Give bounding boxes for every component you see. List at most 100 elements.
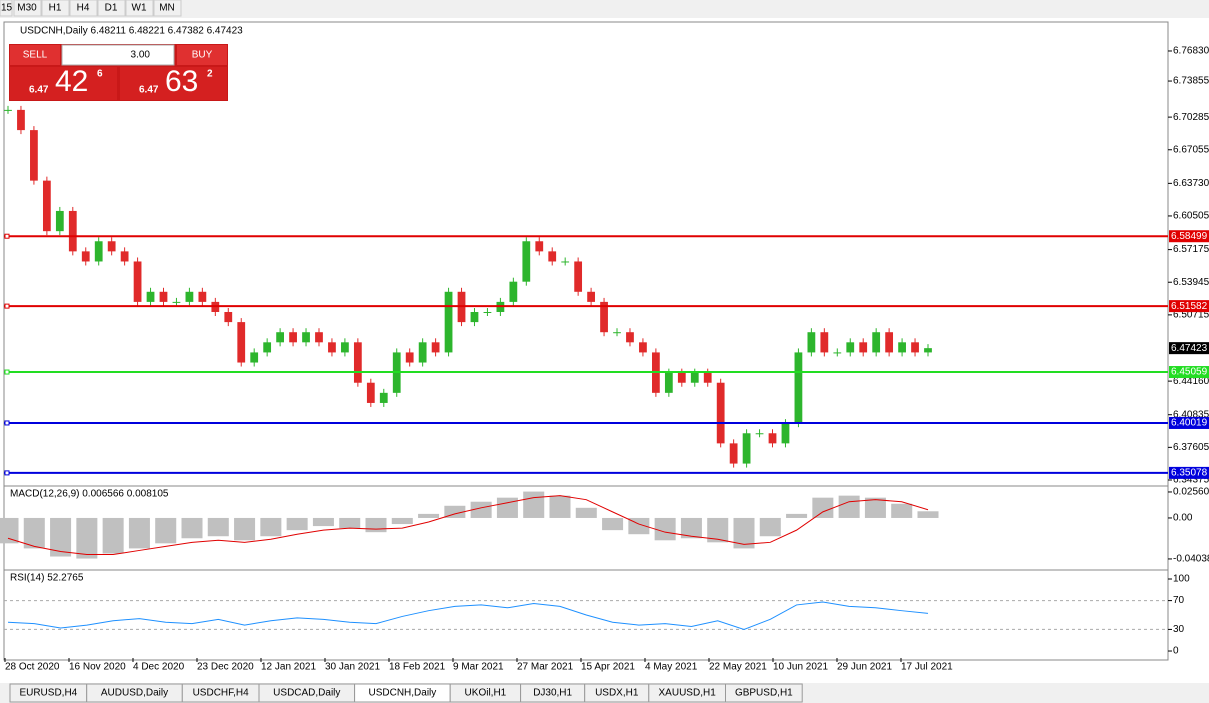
sell-price-box[interactable] (10, 67, 117, 100)
macd-bar (759, 517, 781, 537)
candle (159, 291, 168, 302)
macd-bar (0, 517, 19, 544)
level-label-bg (1169, 466, 1209, 479)
candle (68, 210, 77, 252)
y-tick-label: 70 (1173, 595, 1185, 606)
macd-bar (680, 517, 702, 539)
y-tick-label: -0.040380 (1173, 554, 1209, 565)
bid-pips: 42 (55, 65, 88, 98)
candle (55, 210, 64, 232)
timeframe-button[interactable] (13, 0, 42, 17)
timeframe-label: MN (159, 3, 175, 14)
timeframe-button[interactable] (0, 0, 13, 17)
candle (768, 433, 777, 444)
macd-bar (128, 517, 150, 549)
chart-tab-label: GBPUSD,H1 (735, 688, 793, 699)
ask-frac: 2 (207, 69, 213, 80)
x-tick-label: 15 Apr 2021 (581, 662, 635, 673)
candle (405, 352, 414, 363)
timeframe-button[interactable] (41, 0, 70, 17)
candle (781, 423, 790, 444)
candle (444, 291, 453, 353)
timeframe-button[interactable] (153, 0, 182, 17)
candle (561, 261, 570, 263)
level-label: 6.58499 (1171, 231, 1208, 242)
candle (17, 109, 25, 131)
panel-title: RSI(14) 52.2765 (10, 573, 84, 584)
macd-bar (786, 513, 808, 518)
chart-frame (3, 21, 1169, 661)
candle (690, 372, 699, 383)
x-tick-label: 4 Dec 2020 (133, 662, 185, 673)
x-tick-label: 16 Nov 2020 (69, 662, 126, 673)
chart-tab-label: DJ30,H1 (533, 688, 572, 699)
buy-price-box[interactable] (120, 67, 227, 100)
candle (677, 372, 686, 383)
candle (353, 342, 362, 383)
macd-bar (23, 517, 45, 549)
candle (379, 392, 388, 403)
timeframe-label: D1 (105, 3, 118, 14)
candle (535, 241, 544, 252)
candle (4, 109, 12, 111)
x-tick-label: 12 Jan 2021 (261, 662, 316, 673)
chart-tab[interactable] (725, 683, 803, 703)
level-label: 6.45059 (1171, 367, 1208, 378)
level-label: 6.51582 (1171, 301, 1208, 312)
timeframe-button[interactable] (69, 0, 98, 17)
chart-tab-label: USDCAD,Daily (273, 688, 340, 699)
chart-tab-label: USDCHF,H4 (193, 688, 250, 699)
candle (120, 251, 129, 262)
sell-button[interactable] (10, 45, 60, 65)
chart-tab-label: AUDUSD,Daily (101, 688, 168, 699)
candle (574, 261, 583, 292)
candle (626, 332, 634, 343)
chart-tab-label: USDX,H1 (595, 688, 639, 699)
x-tick-label: 29 Jun 2021 (837, 662, 892, 673)
buy-button[interactable] (177, 45, 227, 65)
macd-bar (707, 517, 729, 543)
macd-bar (733, 517, 755, 549)
candle (341, 342, 349, 353)
candle (483, 311, 492, 313)
macd-bar (470, 501, 492, 518)
candle (315, 332, 323, 343)
candle (548, 251, 557, 262)
lot-input[interactable] (61, 44, 175, 66)
candle (146, 291, 155, 302)
x-tick-label: 18 Feb 2021 (389, 662, 446, 673)
timeframe-label: H4 (77, 3, 90, 14)
macd-bar (812, 497, 834, 518)
candle (833, 352, 842, 354)
macd-bar (365, 517, 387, 533)
candle (172, 301, 181, 303)
candle (470, 311, 479, 323)
y-tick-label: 6.37605 (1173, 442, 1209, 453)
candle (600, 301, 608, 333)
macd-bar (181, 517, 203, 539)
timeframe-button[interactable] (97, 0, 126, 17)
candle (30, 130, 38, 181)
candle (94, 241, 103, 262)
timeframe-button[interactable] (125, 0, 154, 17)
timeframe-label: H1 (49, 3, 62, 14)
macd-bar (864, 497, 886, 518)
candle (418, 342, 427, 363)
y-tick-label: 0.00 (1173, 513, 1193, 524)
chart-tab-label: XAUUSD,H1 (659, 688, 717, 699)
candle (859, 342, 868, 353)
level-label: 6.35078 (1171, 468, 1208, 479)
candle (42, 180, 51, 232)
macd-bar (602, 517, 624, 531)
y-tick-label: 6.70285 (1173, 112, 1209, 123)
chart-tab-label: USDCNH,Daily (369, 688, 437, 699)
macd-bar (312, 517, 334, 527)
level-label: 6.40019 (1171, 418, 1208, 429)
candle (794, 352, 803, 424)
macd-bar (496, 497, 518, 518)
rsi-line (7, 601, 929, 630)
candle (703, 372, 712, 383)
y-tick-label: 6.67055 (1173, 144, 1209, 155)
candle (924, 348, 932, 353)
